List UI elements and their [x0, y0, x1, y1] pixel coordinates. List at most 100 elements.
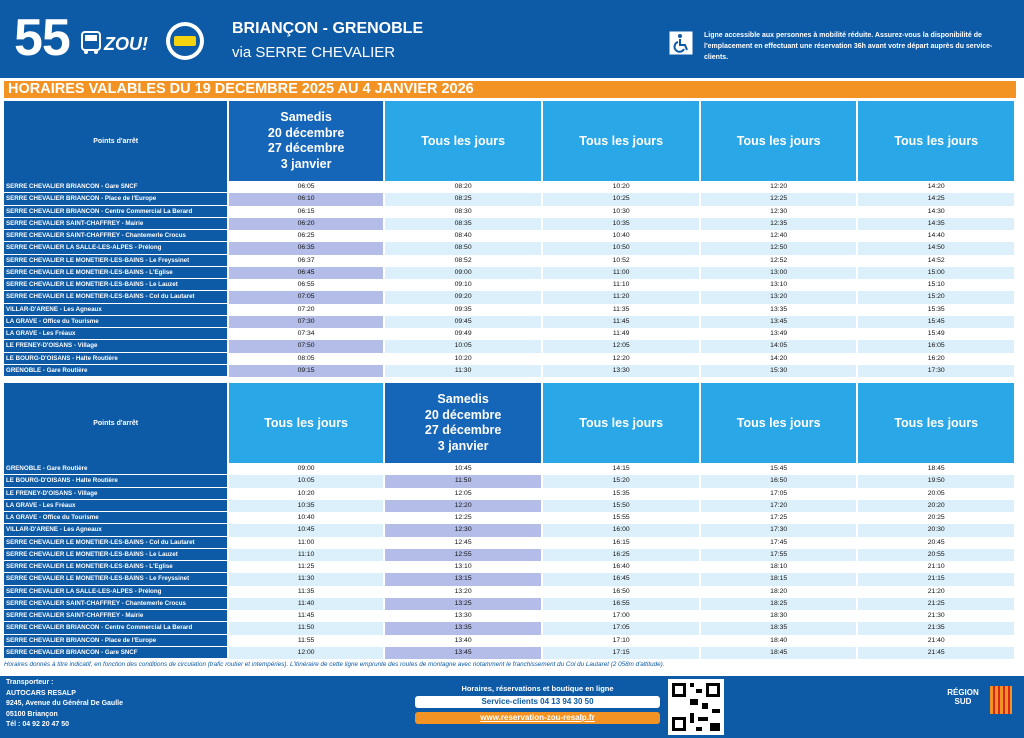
- departure-time: 07:34: [229, 328, 383, 341]
- departure-time: 08:20: [384, 181, 542, 194]
- departure-time: 06:10: [229, 193, 383, 206]
- line-number: 55: [14, 9, 71, 67]
- departure-time: 18:35: [700, 622, 857, 635]
- timetable-row: SERRE CHEVALIER SAINT-CHAFFREY - Mairie 0…: [4, 217, 1016, 230]
- departure-time: 16:15: [543, 536, 699, 549]
- departure-time: 12:05: [543, 340, 699, 353]
- departure-time: 20:30: [858, 524, 1014, 537]
- timetable-row: SERRE CHEVALIER LE MONETIER-LES-BAINS - …: [4, 266, 1016, 279]
- phone: Tél : 04 92 20 47 50: [6, 721, 70, 728]
- departure-time: 14:05: [700, 340, 857, 353]
- departure-time: 14:52: [858, 254, 1014, 267]
- departure-time: 10:40: [229, 512, 383, 525]
- departure-time: 13:10: [700, 279, 857, 292]
- departure-time: 21:30: [858, 610, 1014, 623]
- departure-time: 15:00: [858, 266, 1014, 279]
- departure-time: 09:45: [384, 315, 542, 328]
- accessibility-note: Ligne accessible aux personnes à mobilit…: [704, 32, 993, 61]
- stop-name: LE FRENEY-D'OISANS - Village: [4, 487, 228, 500]
- carrier: Transporteur : AUTOCARS RESALP 9245, Ave…: [6, 678, 206, 731]
- timetable-row: SERRE CHEVALIER BRIANCON - Centre Commer…: [4, 205, 1016, 218]
- timetable-row: VILLAR-D'ARENE - Les Agneaux 07:20 09:35 11…: [4, 303, 1016, 316]
- stop-name: SERRE CHEVALIER LE MONETIER-LES-BAINS - …: [4, 561, 228, 574]
- timetable-row: LE FRENEY-D'OISANS - Village 10:20 12:05 15…: [4, 487, 1016, 500]
- region-logo: RÉGION SUD: [947, 688, 979, 706]
- departure-time: 09:20: [384, 291, 542, 304]
- departure-time: 15:20: [858, 291, 1014, 304]
- website-link[interactable]: www.reservation-zou-resalp.fr: [415, 712, 660, 724]
- departure-time: 11:50: [384, 475, 542, 488]
- departure-time: 11:40: [229, 597, 383, 610]
- departure-time: 21:40: [858, 634, 1014, 647]
- stop-name: SERRE CHEVALIER BRIANCON - Centre Commer…: [4, 205, 228, 218]
- departure-time: 12:00: [229, 646, 383, 659]
- timetable-row: LE FRENEY-D'OISANS - Village 07:50 10:05 12…: [4, 340, 1016, 353]
- departure-time: 13:40: [384, 634, 542, 647]
- departure-time: 15:50: [543, 499, 699, 512]
- stop-name: SERRE CHEVALIER SAINT-CHAFFREY - Chantem…: [4, 230, 228, 243]
- route-title: BRIANÇON - GRENOBLE: [232, 20, 424, 37]
- departure-time: 11:45: [543, 315, 699, 328]
- region-flag: [990, 686, 1012, 714]
- departure-time: 12:50: [700, 242, 857, 255]
- timetable-row: SERRE CHEVALIER LE MONETIER-LES-BAINS - …: [4, 279, 1016, 292]
- stop-name: SERRE CHEVALIER SAINT-CHAFFREY - Chantem…: [4, 597, 228, 610]
- timetable: Points d'arrêt Tous les jours Samedis 20 d…: [4, 383, 1016, 659]
- departure-time: 10:50: [543, 242, 699, 255]
- departure-time: 11:35: [543, 303, 699, 316]
- departure-time: 12:20: [700, 181, 857, 194]
- departure-time: 10:52: [543, 254, 699, 267]
- timetable-row: SERRE CHEVALIER BRIANCON - Centre Commer…: [4, 622, 1016, 635]
- departure-time: 20:55: [858, 548, 1014, 561]
- stop-name: SERRE CHEVALIER LE MONETIER-LES-BAINS - …: [4, 536, 228, 549]
- brand: ZOU!: [104, 34, 148, 54]
- departure-time: 08:40: [384, 230, 542, 243]
- service-phone: Service-clients 04 13 94 30 50: [415, 696, 660, 708]
- stop-name: SERRE CHEVALIER BRIANCON - Centre Commer…: [4, 622, 228, 635]
- timetable-row: SERRE CHEVALIER BRIANCON - Place de l'Eu…: [4, 634, 1016, 647]
- stop-name: SERRE CHEVALIER LA SALLE-LES-ALPES - Pré…: [4, 585, 228, 598]
- departure-time: 07:50: [229, 340, 383, 353]
- timetable-row: SERRE CHEVALIER BRIANCON - Place de l'Eu…: [4, 193, 1016, 206]
- departure-time: 13:35: [700, 303, 857, 316]
- departure-time: 21:35: [858, 622, 1014, 635]
- stop-name: SERRE CHEVALIER BRIANCON - Gare SNCF: [4, 181, 228, 194]
- departure-time: 13:25: [384, 597, 542, 610]
- departure-time: 21:45: [858, 646, 1014, 659]
- online-label: Horaires, réservations et boutique en li…: [461, 684, 614, 693]
- stop-name: SERRE CHEVALIER LE MONETIER-LES-BAINS - …: [4, 279, 228, 292]
- departure-time: 08:25: [384, 193, 542, 206]
- timetable-row: LA GRAVE - Office du Tourisme 07:30 09:45 1…: [4, 315, 1016, 328]
- departure-time: 12:30: [700, 205, 857, 218]
- stop-name: SERRE CHEVALIER BRIANCON - Place de l'Eu…: [4, 634, 228, 647]
- stop-name: SERRE CHEVALIER LE MONETIER-LES-BAINS - …: [4, 266, 228, 279]
- departure-time: 15:55: [543, 512, 699, 525]
- departure-time: 17:25: [700, 512, 857, 525]
- timetable-row: SERRE CHEVALIER SAINT-CHAFFREY - Chantem…: [4, 230, 1016, 243]
- stop-name: SERRE CHEVALIER BRIANCON - Place de l'Eu…: [4, 193, 228, 206]
- departure-time: 06:35: [229, 242, 383, 255]
- departure-time: 06:05: [229, 181, 383, 194]
- stop-name: GRENOBLE - Gare Routière: [4, 463, 228, 476]
- departure-time: 17:05: [700, 487, 857, 500]
- departure-time: 15:35: [858, 303, 1014, 316]
- departure-time: 18:10: [700, 561, 857, 574]
- departure-time: 13:45: [700, 315, 857, 328]
- departure-time: 21:15: [858, 573, 1014, 586]
- timetable-row: LE BOURG-D'OISANS - Halte Routière 08:05 1…: [4, 352, 1016, 365]
- departure-time: 17:55: [700, 548, 857, 561]
- stop-name: SERRE CHEVALIER SAINT-CHAFFREY - Mairie: [4, 217, 228, 230]
- stop-name: LA GRAVE - Office du Tourisme: [4, 315, 228, 328]
- departure-time: 17:00: [543, 610, 699, 623]
- departure-time: 08:30: [384, 205, 542, 218]
- timetable-row: SERRE CHEVALIER LE MONETIER-LES-BAINS - …: [4, 536, 1016, 549]
- column-header: Tous les jours: [858, 383, 1014, 463]
- departure-time: 18:40: [700, 634, 857, 647]
- departure-time: 07:20: [229, 303, 383, 316]
- departure-time: 16:25: [543, 548, 699, 561]
- departure-time: 09:49: [384, 328, 542, 341]
- departure-time: 16:00: [543, 524, 699, 537]
- timetable-row: SERRE CHEVALIER LA SALLE-LES-ALPES - Pré…: [4, 585, 1016, 598]
- timetable-row: GRENOBLE - Gare Routière 09:15 11:30 13:30 1…: [4, 364, 1016, 377]
- departure-time: 10:40: [543, 230, 699, 243]
